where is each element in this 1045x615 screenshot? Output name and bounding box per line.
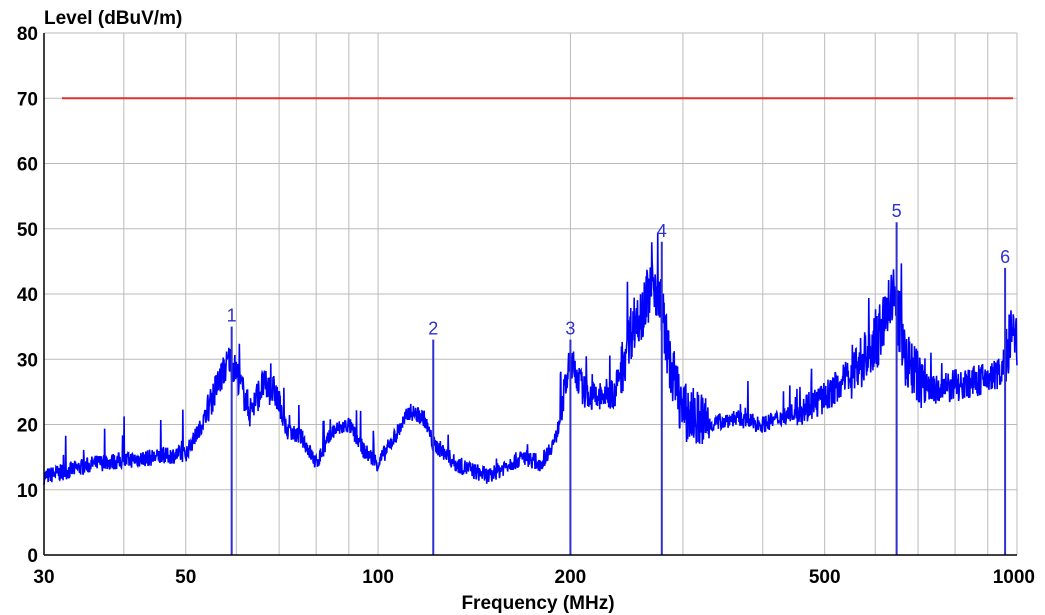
grid bbox=[43, 32, 1018, 556]
x-axis-title: Frequency (MHz) bbox=[461, 593, 614, 614]
x-tick-label: 500 bbox=[809, 567, 841, 588]
peak-marker-label: 4 bbox=[657, 221, 667, 241]
y-axis-title: Level (dBuV/m) bbox=[44, 8, 182, 29]
peak-marker-label: 6 bbox=[1000, 247, 1010, 267]
y-tick-label: 0 bbox=[27, 546, 38, 567]
y-tick-label: 70 bbox=[17, 89, 38, 110]
y-tick-label: 40 bbox=[17, 285, 38, 306]
peak-markers: 1 2 3 4 5 6 bbox=[227, 201, 1010, 555]
peak-marker-label: 3 bbox=[565, 319, 575, 339]
axes bbox=[43, 33, 1017, 556]
x-tick-label: 30 bbox=[33, 567, 54, 588]
y-tick-label: 30 bbox=[17, 350, 38, 371]
y-tick-labels: 0 10 20 30 40 50 60 70 80 bbox=[17, 24, 38, 567]
peak-marker-label: 5 bbox=[892, 201, 902, 221]
peak-marker-label: 2 bbox=[428, 319, 438, 339]
x-tick-label: 200 bbox=[555, 567, 587, 588]
y-tick-label: 20 bbox=[17, 416, 38, 437]
y-tick-label: 80 bbox=[17, 24, 38, 45]
trace-group bbox=[43, 232, 1018, 486]
x-tick-labels: 30 50 100 200 500 1000 bbox=[33, 567, 1035, 588]
spectrum-trace bbox=[43, 232, 1018, 486]
y-tick-label: 50 bbox=[17, 220, 38, 241]
x-tick-label: 50 bbox=[175, 567, 196, 588]
y-tick-label: 10 bbox=[17, 481, 38, 502]
peak-marker-label: 1 bbox=[227, 306, 237, 326]
x-tick-label: 1000 bbox=[993, 567, 1035, 588]
x-tick-label: 100 bbox=[362, 567, 394, 588]
y-tick-label: 60 bbox=[17, 155, 38, 176]
